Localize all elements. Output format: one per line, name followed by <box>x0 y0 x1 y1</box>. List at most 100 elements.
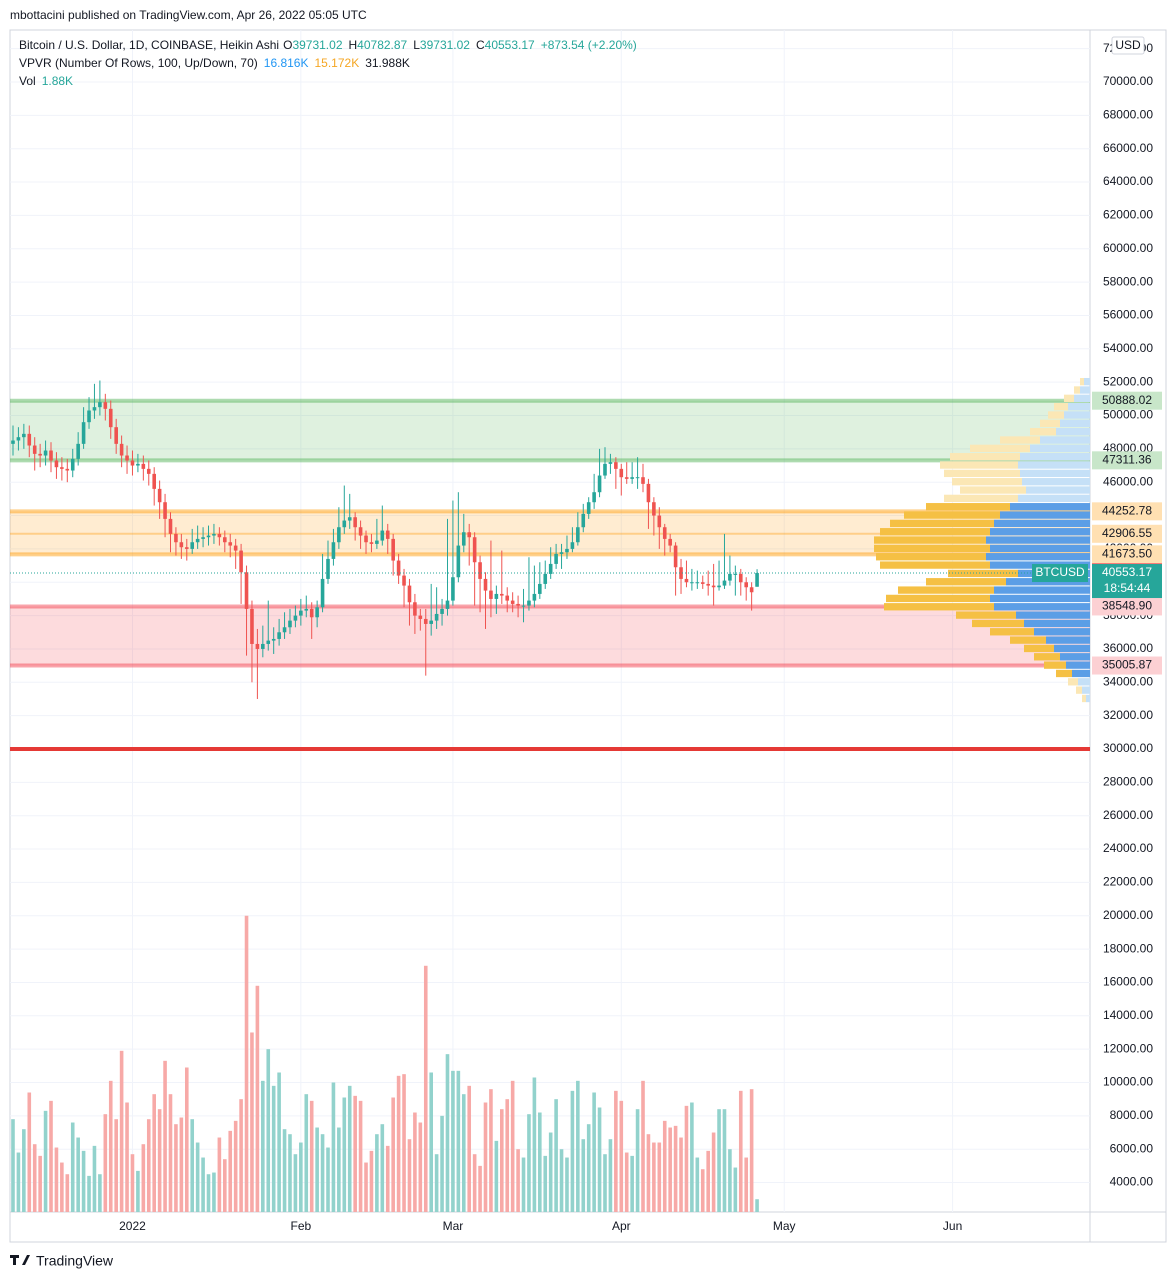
volume-bar <box>157 1109 162 1212</box>
frame <box>9 29 1167 1243</box>
candle-body <box>603 463 607 476</box>
currency-box[interactable] <box>1111 36 1145 55</box>
brand: TradingView <box>36 1253 114 1269</box>
candle-body <box>461 532 466 546</box>
volume-bar <box>369 1150 374 1212</box>
volume-bar <box>679 1137 683 1212</box>
volume-bar <box>402 1074 406 1212</box>
candle-body <box>548 563 553 574</box>
publish-note: mbottacini published on TradingView.com,… <box>10 8 367 22</box>
x-tick-label: Apr <box>612 1219 631 1233</box>
candle-body <box>494 593 499 599</box>
profile-up <box>1026 486 1090 494</box>
profile-up <box>1072 669 1090 678</box>
candle-body <box>299 610 303 616</box>
profile-down <box>1068 678 1078 686</box>
volume-bar <box>728 1149 732 1212</box>
candle-body <box>136 463 140 466</box>
x-tick-label: Mar <box>443 1219 464 1233</box>
profile-down <box>952 478 1022 486</box>
volume <box>11 915 759 1212</box>
volume-bar <box>179 1117 184 1212</box>
volume-bar <box>271 1085 276 1212</box>
candle-body <box>619 468 624 478</box>
profile-down <box>884 603 994 611</box>
candle-body <box>641 477 645 484</box>
candle-body <box>315 607 319 618</box>
candle-body <box>429 620 433 624</box>
volume-bar <box>190 1119 195 1212</box>
volume-bar <box>304 1094 309 1212</box>
volume-bar <box>614 1090 618 1212</box>
profile-up <box>1080 386 1090 394</box>
legend-text: 39731.02 <box>292 38 342 52</box>
candle-body <box>223 537 227 543</box>
currency[interactable]: USD <box>1115 38 1141 52</box>
candle-body <box>98 402 102 408</box>
profile-up <box>1030 444 1090 453</box>
candle-body <box>684 578 689 583</box>
volume-bar <box>136 1170 140 1212</box>
volume-bar <box>108 1080 113 1212</box>
candle-body <box>478 562 482 579</box>
volume-bar <box>65 1174 70 1212</box>
candle-body <box>353 517 357 528</box>
volume-bar <box>49 1100 53 1212</box>
candle-body <box>309 608 314 618</box>
candle-body <box>320 578 325 608</box>
candle-body <box>423 618 428 624</box>
profile-up <box>1046 636 1090 644</box>
price-label-box <box>1092 524 1162 543</box>
volume-bar <box>282 1129 287 1212</box>
volume-bar <box>483 1102 488 1212</box>
profile-down <box>1024 644 1054 653</box>
volume-bar <box>510 1080 515 1212</box>
volume-bar <box>114 1119 118 1212</box>
candle-body <box>87 410 91 423</box>
candle-body <box>54 460 59 468</box>
profile-up <box>1086 694 1090 703</box>
price-label-box <box>1092 545 1162 564</box>
volume-bar <box>299 1142 303 1212</box>
candle-body <box>396 560 401 576</box>
x-tick-label: Jun <box>943 1219 962 1233</box>
candle-body <box>337 527 341 543</box>
legend-text: +873.54 (+2.20%) <box>541 38 637 52</box>
candle-body <box>43 450 48 456</box>
volume-bar <box>358 1100 363 1212</box>
profile-down <box>1044 661 1066 669</box>
volume-bar <box>527 1114 531 1212</box>
candle-body <box>125 455 129 461</box>
brand-logo <box>10 1255 30 1265</box>
candle-body <box>614 462 618 469</box>
candle-body <box>65 468 70 471</box>
volume-bar <box>559 1149 564 1212</box>
volume-bar <box>206 1174 211 1212</box>
candle-body <box>38 453 42 456</box>
profile-down <box>890 519 994 528</box>
candle-body <box>673 545 678 568</box>
volume-bar <box>565 1157 569 1212</box>
volume-bar <box>624 1152 629 1212</box>
candle-body <box>451 577 455 601</box>
volume-bar <box>255 985 260 1212</box>
volume-bar <box>434 1154 439 1212</box>
zone <box>10 606 1090 666</box>
profile-down <box>944 469 1020 478</box>
candle-body <box>157 488 162 503</box>
volume-bar <box>668 1127 672 1212</box>
volume-bar <box>250 1032 254 1212</box>
candle-body <box>195 538 200 543</box>
profile-up <box>1034 628 1090 636</box>
candle-body <box>179 542 184 548</box>
volume-bar <box>744 1157 749 1212</box>
volume-bar <box>347 1085 352 1212</box>
volume-bar <box>168 1094 173 1212</box>
candle-body <box>538 583 542 594</box>
volume-bar <box>228 1130 233 1212</box>
candle-body <box>565 548 569 553</box>
volume-bar <box>570 1090 575 1212</box>
profile-down <box>944 494 1018 503</box>
price-label: 38548.90 <box>1102 599 1152 613</box>
volume-bar <box>543 1155 548 1212</box>
